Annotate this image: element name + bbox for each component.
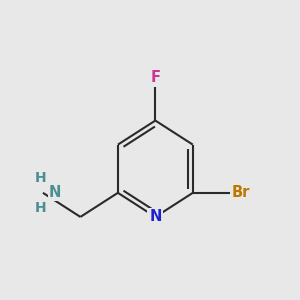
Text: H: H [34, 201, 46, 214]
Text: H: H [34, 171, 46, 185]
Text: N: N [149, 209, 161, 224]
Text: F: F [150, 70, 161, 85]
Text: N: N [49, 185, 61, 200]
Text: Br: Br [232, 185, 250, 200]
